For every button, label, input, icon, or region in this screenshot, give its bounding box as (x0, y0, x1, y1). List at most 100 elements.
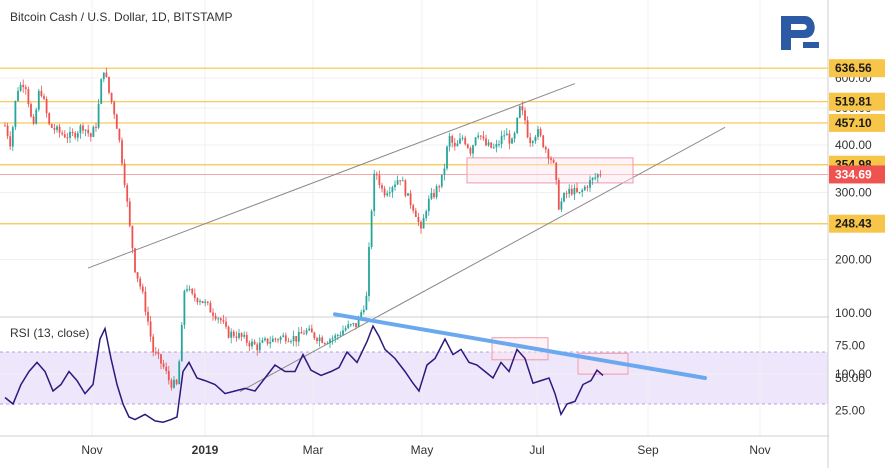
candle (342, 330, 344, 335)
candle (4, 125, 6, 127)
candle (394, 184, 396, 188)
candle (378, 175, 381, 186)
candle (188, 288, 191, 290)
candle (573, 187, 576, 195)
y-tick-label: 400.00 (835, 138, 872, 152)
candle (157, 352, 160, 355)
candle (329, 339, 331, 344)
rsi-tick-label: 50.00 (835, 371, 865, 385)
candle (95, 126, 97, 128)
candle (305, 330, 308, 334)
candle (183, 290, 186, 326)
y-tick-label: 300.00 (835, 186, 872, 200)
candle (474, 137, 477, 146)
candle (214, 315, 217, 320)
candle (141, 286, 144, 292)
candle (500, 135, 503, 144)
candle (425, 211, 428, 219)
chart-title: Bitcoin Cash / U.S. Dollar, 1D, BITSTAMP (10, 10, 233, 24)
candle (274, 338, 277, 340)
candle (570, 188, 573, 195)
candle (128, 201, 131, 226)
candle (92, 126, 95, 137)
candle (482, 136, 485, 139)
candle (581, 190, 584, 192)
candle (521, 106, 524, 111)
candle (459, 138, 461, 144)
candle (368, 246, 370, 297)
candle (427, 198, 430, 212)
candle (180, 325, 183, 362)
candle (596, 174, 599, 178)
candle (87, 129, 90, 134)
candle (30, 104, 32, 117)
candle (412, 205, 415, 211)
candle (217, 318, 220, 320)
current-price-label: 334.69 (835, 167, 872, 181)
rsi-tick-label: 100.00 (835, 306, 872, 320)
candle (147, 311, 149, 322)
candle (232, 331, 235, 337)
x-tick-label: Jul (529, 443, 544, 457)
candle (599, 174, 602, 176)
candle (295, 335, 298, 342)
candle (391, 187, 394, 193)
candle (422, 218, 425, 229)
candle (66, 137, 69, 139)
candle (32, 116, 35, 124)
candle (375, 173, 378, 176)
candle (591, 177, 594, 180)
candle (492, 147, 495, 149)
candle (563, 193, 565, 202)
candle (261, 340, 264, 343)
candle (287, 341, 290, 343)
candle (121, 140, 123, 164)
candle (557, 180, 560, 210)
candle (464, 137, 467, 145)
candle (212, 312, 214, 316)
candle (227, 326, 230, 338)
candle (256, 344, 259, 351)
brand-logo (775, 8, 825, 58)
x-tick-label: 2019 (192, 443, 219, 457)
x-tick-label: Nov (81, 443, 102, 457)
candle (37, 90, 40, 110)
candle (277, 339, 279, 341)
candle (209, 302, 212, 313)
level-price-tag (829, 214, 885, 233)
channel-upper-line (87, 83, 576, 269)
candle (440, 174, 443, 187)
candle (196, 298, 199, 303)
candle (552, 159, 555, 163)
candle (578, 191, 581, 193)
candle (6, 125, 9, 137)
current-price-tag (829, 165, 885, 184)
candle (53, 127, 56, 131)
candle (139, 278, 142, 287)
candle (526, 120, 529, 138)
candle (451, 136, 454, 143)
candle (349, 324, 352, 326)
candle (534, 136, 537, 142)
level-price-label: 457.10 (835, 116, 872, 130)
candle (539, 129, 542, 136)
candle (61, 132, 64, 135)
candle (79, 125, 82, 134)
candle (583, 186, 586, 191)
candle (495, 143, 498, 148)
candle (22, 84, 25, 88)
candle (420, 221, 422, 229)
candle (300, 331, 303, 334)
candle (230, 331, 233, 338)
candle (365, 296, 368, 310)
candle (409, 193, 412, 206)
candle (131, 225, 134, 249)
candle (388, 192, 391, 194)
rsi-line (4, 324, 604, 423)
candle (48, 113, 51, 125)
candle (490, 142, 493, 148)
candle (74, 132, 77, 138)
candle (331, 338, 334, 340)
